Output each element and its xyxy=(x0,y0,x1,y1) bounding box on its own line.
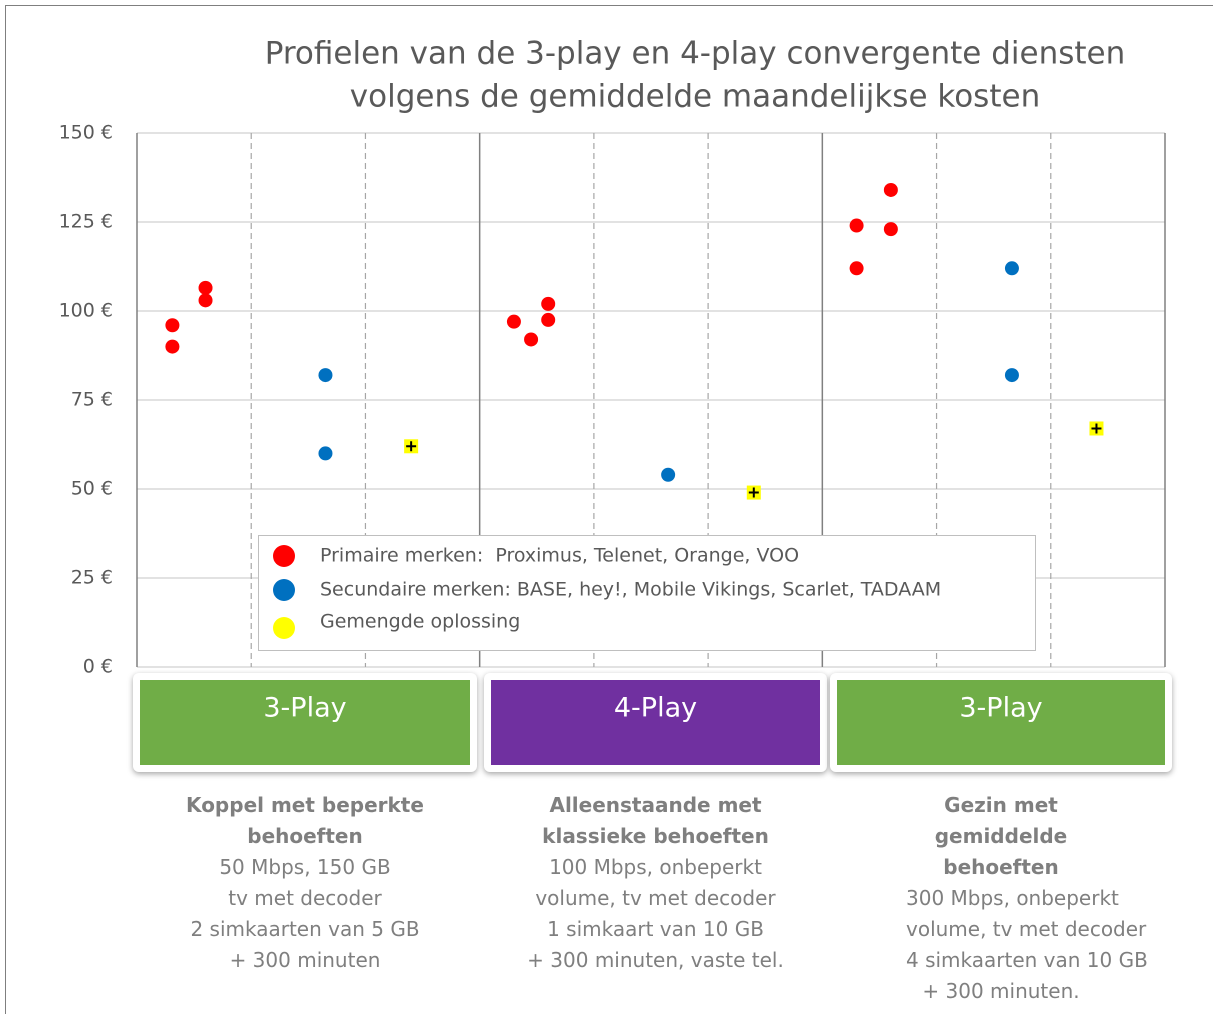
group-line: volume, tv met decoder xyxy=(906,917,1147,941)
point xyxy=(1004,261,1019,276)
group-line: tv met decoder xyxy=(228,886,382,910)
y-tick-label: 100 € xyxy=(59,300,113,322)
legend: Primaire merken: Proximus, Telenet, Oran… xyxy=(258,535,1036,651)
category-box xyxy=(837,680,1165,765)
group-line: + 300 minuten, vaste tel. xyxy=(527,948,784,972)
point xyxy=(1004,368,1019,383)
y-tick-label: 50 € xyxy=(71,478,113,500)
point xyxy=(541,312,556,327)
point xyxy=(524,332,539,347)
point xyxy=(404,439,419,454)
group-line: 2 simkaarten van 5 GB xyxy=(190,917,420,941)
marker-plus xyxy=(1091,423,1102,434)
legend-label: Gemengde oplossing xyxy=(320,611,520,633)
frame xyxy=(5,5,1213,1014)
point xyxy=(318,368,333,383)
group-description: Alleenstaande met klassieke behoeften 100… xyxy=(511,790,801,976)
group-description: Koppel met beperkte behoeften 50 Mbps, 15… xyxy=(155,790,455,976)
category-box xyxy=(491,680,820,765)
point xyxy=(849,218,864,233)
category-boxes: 3-Play 4-Play 3-Play xyxy=(133,673,1172,772)
category-label: 4-Play xyxy=(614,693,697,724)
point xyxy=(165,339,180,354)
marker-plus xyxy=(748,487,759,498)
legend-box xyxy=(258,535,1036,651)
group-title: Koppel met beperkte behoeften xyxy=(186,793,424,848)
group-line: + 300 minuten. xyxy=(922,979,1080,1003)
point xyxy=(883,182,898,197)
group-line: 1 simkaart van 10 GB xyxy=(547,917,764,941)
category-label: 3-Play xyxy=(959,693,1042,724)
point xyxy=(883,222,898,237)
group-title: Gezin met gemiddelde behoeften xyxy=(934,793,1068,879)
group-description: Gezin met gemiddelde behoeften 300 Mbps, … xyxy=(906,790,1148,1007)
point xyxy=(746,485,761,500)
point xyxy=(506,314,521,329)
group-title: Alleenstaande met klassieke behoeften xyxy=(542,793,769,848)
group-line: 50 Mbps, 150 GB xyxy=(219,855,391,879)
y-tick-label: 150 € xyxy=(59,122,113,144)
legend-marker xyxy=(273,617,295,639)
category-box xyxy=(140,680,470,765)
point xyxy=(661,467,676,482)
legend-label: Primaire merken: Proximus, Telenet, Oran… xyxy=(320,545,799,567)
marker-plus xyxy=(406,441,417,452)
point xyxy=(1089,421,1104,436)
y-tick-label: 0 € xyxy=(83,656,113,678)
chart-title: Profielen van de 3-play en 4-play conver… xyxy=(265,36,1126,72)
point xyxy=(849,261,864,276)
point xyxy=(198,293,213,308)
y-tick-label: 125 € xyxy=(59,211,113,233)
legend-label: Secundaire merken: BASE, hey!, Mobile Vi… xyxy=(320,579,941,601)
y-tick-label: 25 € xyxy=(71,567,113,589)
point xyxy=(318,446,333,461)
y-tick-label: 75 € xyxy=(71,389,113,411)
marks xyxy=(165,182,1104,500)
group-line: volume, tv met decoder xyxy=(535,886,776,910)
chart-subtitle: volgens de gemiddelde maandelijkse koste… xyxy=(350,79,1040,115)
point xyxy=(198,280,213,295)
point xyxy=(541,296,556,311)
point xyxy=(165,318,180,333)
category-label: 3-Play xyxy=(263,693,346,724)
group-line: 300 Mbps, onbeperkt xyxy=(906,886,1119,910)
legend-marker xyxy=(273,545,295,567)
legend-marker xyxy=(273,579,295,601)
group-line: + 300 minuten xyxy=(229,948,381,972)
group-line: 100 Mbps, onbeperkt xyxy=(549,855,762,879)
group-line: 4 simkaarten van 10 GB xyxy=(906,948,1148,972)
